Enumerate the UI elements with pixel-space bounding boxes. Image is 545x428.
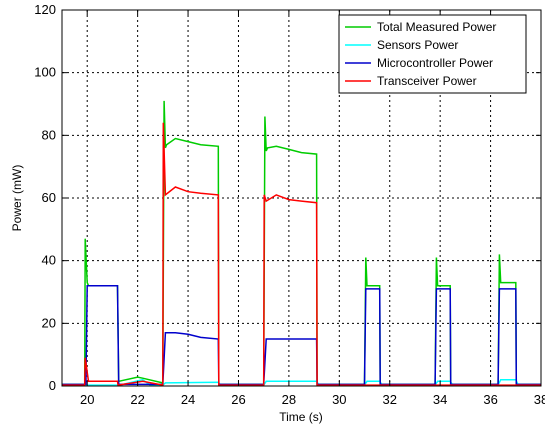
legend-entry-label: Total Measured Power xyxy=(377,20,496,34)
x-tick-label: 38 xyxy=(534,392,545,407)
x-tick-labels: 20 22 24 26 28 30 32 34 36 38 xyxy=(80,392,545,407)
series-line-total-measured-power xyxy=(62,100,541,386)
y-tick-label: 60 xyxy=(42,190,56,205)
x-tick-label: 34 xyxy=(433,392,447,407)
y-axis-label: Power (mW) xyxy=(10,165,24,232)
series-line-transceiver-power xyxy=(62,122,541,387)
x-tick-label: 30 xyxy=(332,392,346,407)
x-tick-label: 32 xyxy=(383,392,397,407)
y-tick-labels: 0 20 40 60 80 100 120 xyxy=(34,2,56,393)
x-tick-label: 26 xyxy=(231,392,245,407)
y-tick-label: 120 xyxy=(34,2,56,17)
y-tick-label: 20 xyxy=(42,315,56,330)
legend: Total Measured Power Sensors Power Microco… xyxy=(338,14,527,94)
y-tick-label: 100 xyxy=(34,65,56,80)
y-tick-label: 80 xyxy=(42,127,56,142)
x-tick-label: 20 xyxy=(80,392,94,407)
y-tick-label: 40 xyxy=(42,253,56,268)
x-tick-label: 36 xyxy=(483,392,497,407)
x-axis-label: Time (s) xyxy=(279,410,323,424)
ticks xyxy=(62,9,542,387)
series-lines xyxy=(62,100,541,387)
y-tick-label: 0 xyxy=(49,378,56,393)
x-tick-label: 22 xyxy=(130,392,144,407)
x-tick-label: 28 xyxy=(282,392,296,407)
legend-box xyxy=(338,14,527,94)
legend-entry-label: Microcontroller Power xyxy=(377,56,493,70)
legend-entry-label: Transceiver Power xyxy=(377,74,477,88)
legend-entry-label: Sensors Power xyxy=(377,38,458,52)
x-tick-label: 24 xyxy=(181,392,195,407)
